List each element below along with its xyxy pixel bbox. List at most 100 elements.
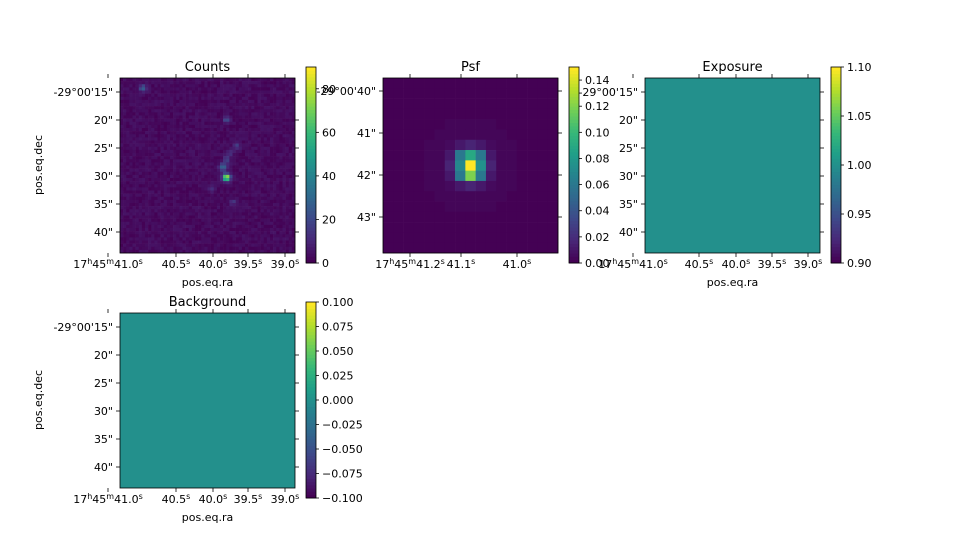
image-pixel bbox=[245, 121, 249, 126]
colorbar-segment bbox=[569, 99, 579, 104]
image-pixel bbox=[198, 109, 202, 113]
x-tick-label: 40.0s bbox=[199, 492, 228, 507]
image-pixel bbox=[126, 206, 130, 210]
image-pixel bbox=[229, 134, 233, 138]
colorbar-segment bbox=[306, 334, 316, 339]
image-pixel bbox=[207, 137, 211, 141]
image-pixel bbox=[279, 106, 283, 110]
image-pixel bbox=[179, 99, 183, 104]
y-tick-label: 20" bbox=[94, 114, 113, 127]
colorbar-segment bbox=[831, 148, 841, 153]
image-pixel bbox=[235, 121, 240, 126]
image-pixel bbox=[163, 124, 168, 129]
image-pixel bbox=[455, 88, 466, 99]
image-pixel bbox=[229, 112, 233, 116]
image-pixel bbox=[263, 128, 268, 132]
image-pixel bbox=[248, 218, 252, 223]
image-pixel bbox=[141, 199, 146, 204]
image-pixel bbox=[260, 140, 265, 144]
image-pixel bbox=[185, 246, 190, 251]
image-pixel bbox=[220, 196, 224, 201]
image-pixel bbox=[191, 118, 196, 123]
image-pixel bbox=[135, 137, 140, 141]
image-pixel bbox=[276, 237, 280, 241]
image-pixel bbox=[185, 193, 190, 198]
x-tick-label: 39.5s bbox=[234, 257, 263, 272]
image-pixel bbox=[424, 108, 435, 120]
image-pixel bbox=[132, 115, 136, 119]
image-pixel bbox=[238, 131, 243, 135]
image-pixel bbox=[132, 131, 136, 135]
image-pixel bbox=[270, 193, 274, 198]
image-pixel bbox=[403, 108, 415, 120]
image-pixel bbox=[220, 131, 224, 135]
image-pixel bbox=[213, 159, 218, 163]
image-pixel bbox=[220, 178, 224, 182]
image-pixel bbox=[145, 203, 149, 207]
image-pixel bbox=[279, 121, 283, 126]
image-pixel bbox=[257, 215, 261, 219]
image-pixel bbox=[413, 242, 425, 254]
image-pixel bbox=[210, 84, 215, 88]
image-pixel bbox=[157, 181, 161, 185]
image-pixel bbox=[485, 78, 497, 89]
image-pixel bbox=[207, 153, 211, 157]
image-pixel bbox=[254, 196, 258, 201]
image-pixel bbox=[210, 212, 215, 216]
image-pixel bbox=[179, 246, 183, 251]
image-pixel bbox=[201, 184, 205, 188]
image-pixel bbox=[279, 193, 283, 198]
image-pixel bbox=[188, 196, 193, 201]
image-pixel bbox=[179, 203, 183, 207]
image-pixel bbox=[188, 121, 193, 126]
image-pixel bbox=[129, 206, 133, 210]
colorbar-segment bbox=[569, 112, 579, 117]
image-pixel bbox=[229, 84, 233, 88]
image-pixel bbox=[160, 103, 165, 107]
image-pixel bbox=[170, 209, 174, 213]
image-pixel bbox=[241, 140, 246, 144]
image-pixel bbox=[223, 218, 227, 223]
image-pixel bbox=[148, 93, 152, 98]
image-pixel bbox=[254, 134, 258, 138]
image-pixel bbox=[251, 121, 255, 126]
image-pixel bbox=[166, 206, 171, 210]
image-pixel bbox=[266, 140, 271, 144]
image-pixel bbox=[266, 246, 271, 251]
image-pixel bbox=[257, 206, 261, 210]
image-pixel bbox=[266, 137, 271, 141]
image-pixel bbox=[151, 137, 155, 141]
image-pixel bbox=[223, 134, 227, 138]
image-pixel bbox=[279, 178, 283, 182]
image-pixel bbox=[270, 240, 274, 244]
image-pixel bbox=[260, 146, 265, 151]
image-pixel bbox=[220, 149, 224, 154]
image-pixel bbox=[226, 249, 230, 254]
image-pixel bbox=[506, 242, 518, 254]
image-pixel bbox=[223, 234, 227, 238]
image-pixel bbox=[132, 209, 136, 213]
image-pixel bbox=[288, 224, 293, 229]
image-pixel bbox=[138, 118, 143, 123]
image-pixel bbox=[141, 78, 146, 82]
image-pixel bbox=[188, 81, 193, 85]
image-pixel bbox=[166, 193, 171, 198]
image-pixel bbox=[148, 181, 152, 185]
image-pixel bbox=[141, 218, 146, 223]
image-pixel bbox=[282, 187, 286, 191]
image-pixel bbox=[170, 81, 174, 85]
image-pixel bbox=[226, 78, 230, 82]
image-pixel bbox=[138, 243, 143, 248]
image-pixel bbox=[163, 131, 168, 135]
image-pixel bbox=[223, 149, 227, 154]
image-pixel bbox=[210, 128, 215, 132]
image-pixel bbox=[188, 178, 193, 182]
image-pixel bbox=[148, 156, 152, 160]
image-pixel bbox=[132, 159, 136, 163]
image-pixel bbox=[444, 150, 456, 161]
image-pixel bbox=[257, 84, 261, 88]
image-pixel bbox=[266, 84, 271, 88]
image-pixel bbox=[279, 237, 283, 241]
image-pixel bbox=[204, 206, 208, 210]
image-pixel bbox=[198, 124, 202, 129]
